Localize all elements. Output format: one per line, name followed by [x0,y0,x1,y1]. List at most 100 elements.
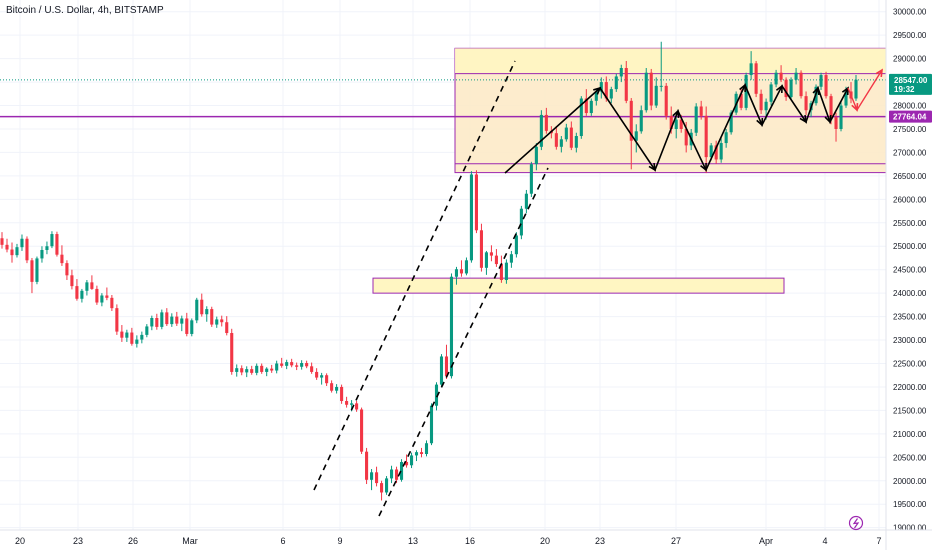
candle-body [554,133,558,147]
candle-body [165,312,169,325]
y-tick-label: 25500.00 [893,219,927,228]
candle-body [0,238,4,245]
candle-body [694,106,698,133]
candle-body [375,472,379,484]
candle-body [240,368,244,373]
candle-body [110,297,114,309]
y-tick-label: 22000.00 [893,383,927,392]
candle-body [854,79,858,99]
x-tick-label: 9 [337,536,342,546]
y-tick-label: 29000.00 [893,55,927,64]
candle-body [315,371,319,378]
candle-body [5,244,9,250]
candle-body [739,93,743,108]
candle-body [434,384,439,406]
candle-body [120,331,124,338]
x-tick-label: 23 [73,536,83,546]
candle-body [769,84,773,102]
candle-body [494,255,498,265]
candle-body [754,63,758,94]
channel-upper-line [313,60,516,491]
candle-body [794,72,798,80]
candle-body [824,75,828,97]
candle-body [290,362,294,366]
candle-body [459,269,464,274]
candle-body [519,208,523,236]
candle-body [95,288,99,303]
candle-body [145,326,149,335]
zigzag-arrowhead [739,83,746,93]
candle-body [170,316,174,325]
y-tick-label: 27500.00 [893,125,927,134]
candle-body [439,356,444,385]
range-zone-top [455,48,886,74]
candle-body [80,290,84,299]
candle-body [639,110,643,132]
candle-body [270,368,274,371]
candle-body [534,146,538,165]
candle-body [385,478,389,493]
candle-body [719,143,723,160]
candle-body [619,68,623,77]
y-tick-label: 25000.00 [893,242,927,251]
price-zones [0,47,887,294]
candle-body [709,145,713,158]
x-tick-label: 23 [595,536,605,546]
zigzag-arrowhead [756,117,764,127]
candle-body [799,72,803,97]
lightning-icon [848,515,864,531]
candle-body [669,115,673,129]
candle-body [804,96,808,111]
y-tick-label: 20000.00 [893,477,927,486]
candle-body [539,114,543,147]
candle-body [509,254,513,263]
candle-body [704,115,708,158]
candle-body [300,363,304,367]
candle-body [749,63,753,76]
x-tick-label: 7 [876,536,881,546]
x-tick-label: 6 [280,536,285,546]
candlestick-series [0,41,858,501]
x-tick-label: Apr [759,536,773,546]
x-tick-label: 16 [465,536,475,546]
zigzag-arrowhead [775,84,783,94]
candle-body [350,403,354,405]
candle-body [389,469,394,479]
channel-lower-line [378,167,549,517]
candle-body [65,263,69,276]
candle-body [414,452,419,456]
candle-body [220,319,224,323]
candle-body [634,131,638,141]
chart-title: Bitcoin / U.S. Dollar, 4h, BITSTAMP [6,5,164,16]
candle-body [759,93,763,111]
candle-body [784,79,788,98]
candle-body [285,362,289,366]
candle-body [105,295,109,298]
y-tick-label: 29500.00 [893,31,927,40]
candle-body [325,375,329,384]
candle-body [235,368,239,372]
candle-body [195,299,199,321]
zigzag-arrowhead [700,162,707,172]
candle-body [659,85,663,87]
candle-body [115,308,119,332]
candle-body [125,332,129,338]
candle-body [345,401,349,405]
price-badge-countdown: 19:32 [894,85,915,94]
candle-body [180,318,184,324]
y-tick-label: 19000.00 [893,524,927,533]
candle-body [789,79,793,98]
candle-body [579,98,583,137]
candle-body [215,319,219,325]
x-tick-label: 27 [671,536,681,546]
candle-body [355,403,359,410]
candle-body [360,409,364,452]
y-tick-label: 21500.00 [893,406,927,415]
candle-body [569,127,573,148]
candle-body [75,286,79,299]
candle-body [464,260,469,274]
candle-body [429,405,434,444]
price-badge [889,73,932,95]
